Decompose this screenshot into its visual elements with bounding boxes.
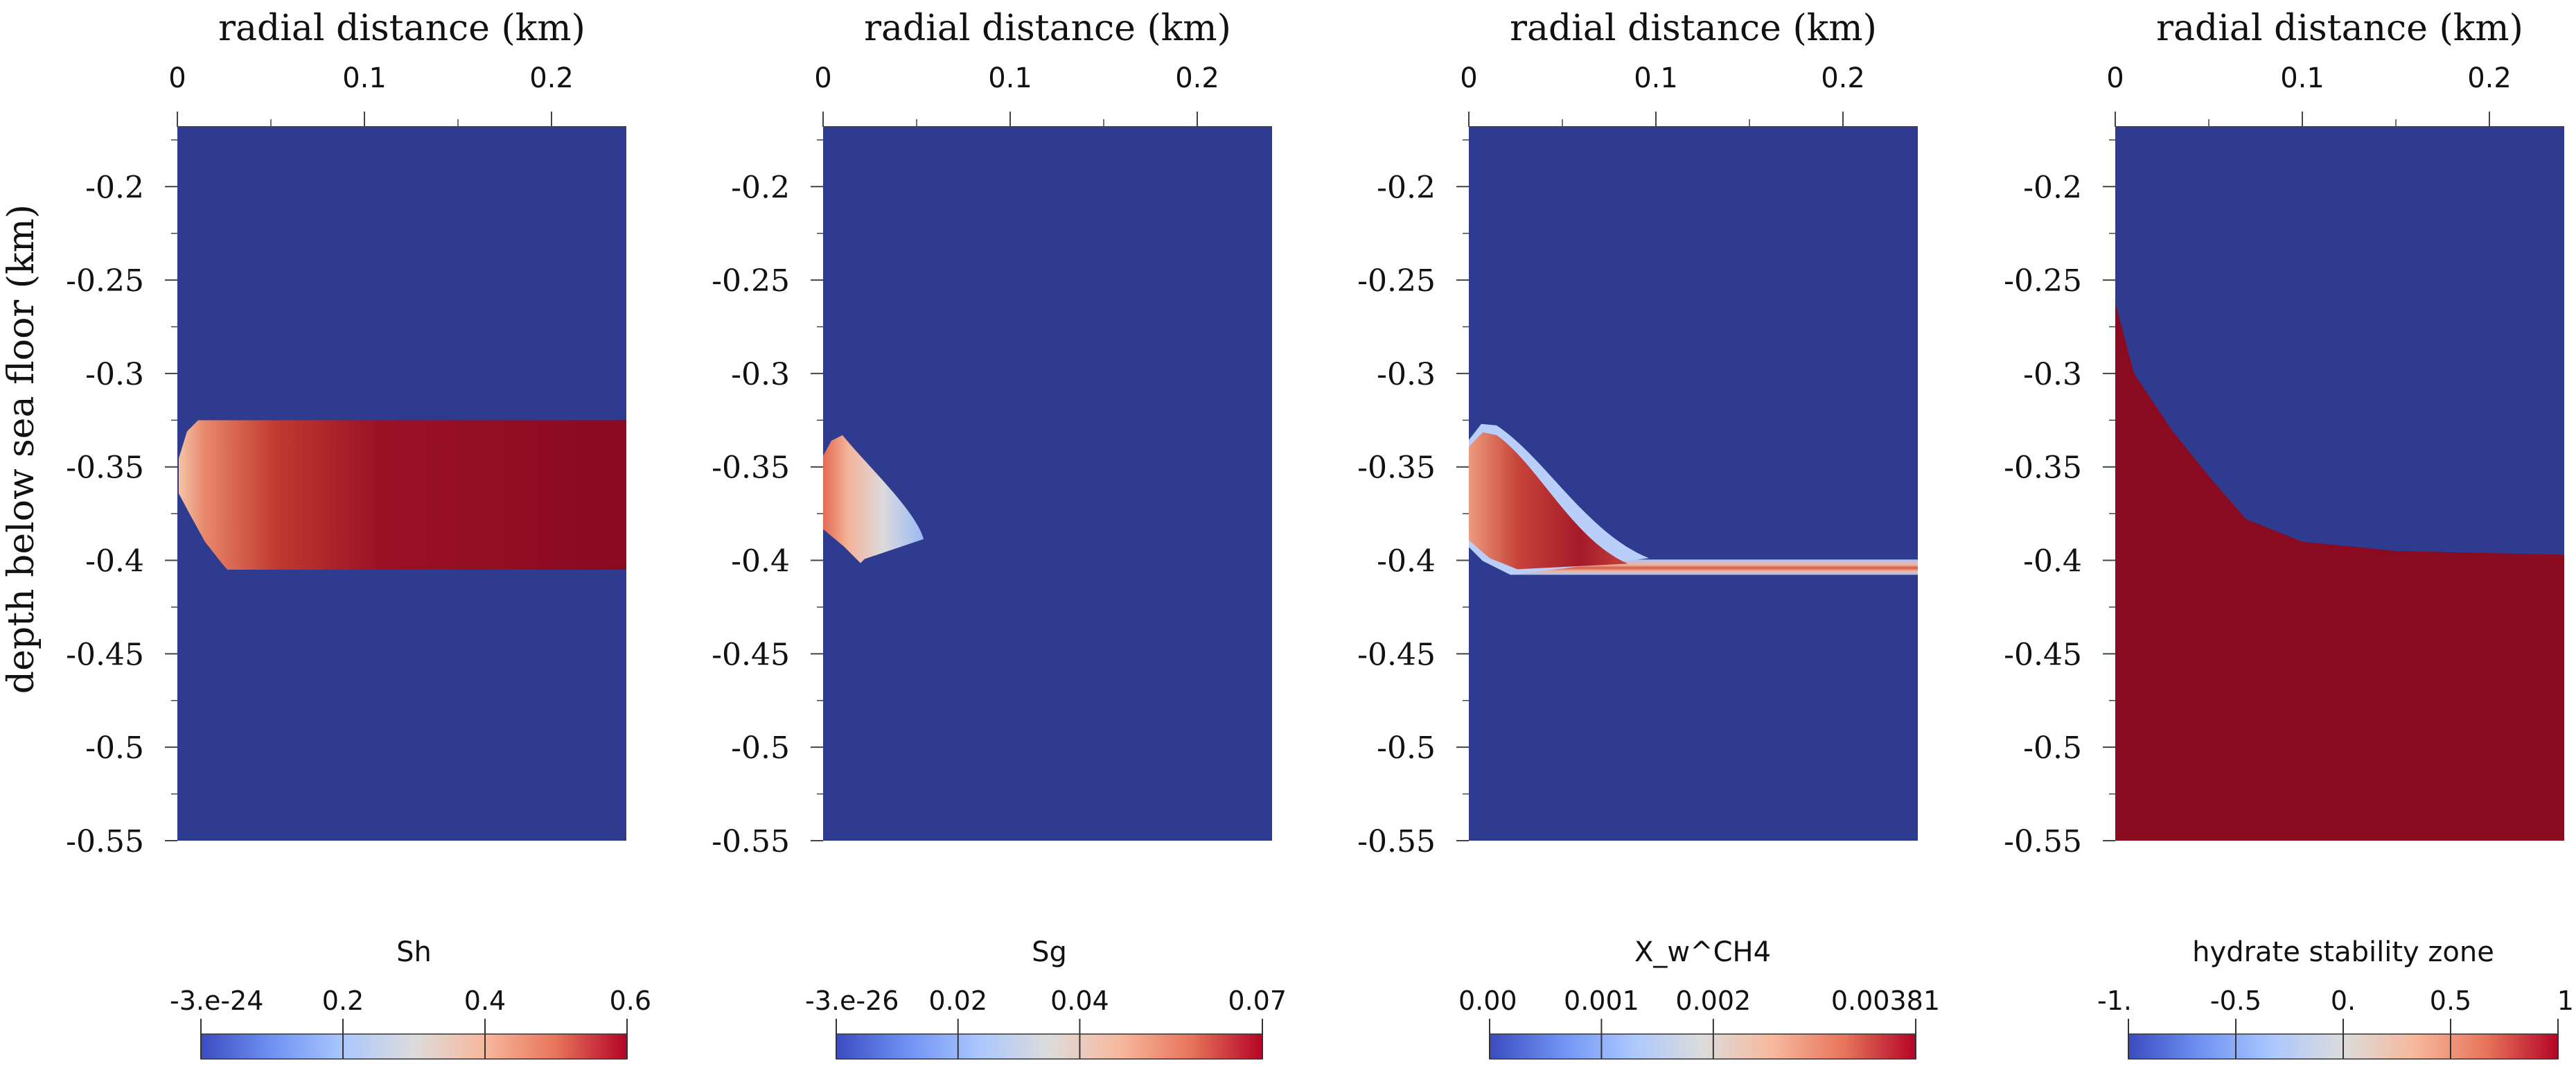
- colorbar-gradient: [1489, 1033, 1916, 1060]
- panels: 0 0.1 0.2 radial distance (km) -0.2 -0.25 -0.3…: [66, 8, 2576, 1060]
- y-tick-label: -0.2: [85, 170, 144, 205]
- y-axis-label: depth below sea floor (km): [1, 204, 42, 694]
- y-tick-label: -0.25: [1357, 263, 1436, 299]
- x-tick-label: 0.2: [2467, 62, 2512, 94]
- y-tick-label: -0.5: [2023, 730, 2082, 766]
- x-tick-label: 0.1: [2280, 62, 2324, 94]
- colorbar-tick-label: 0.07: [1228, 986, 1287, 1016]
- y-tick-label: -0.55: [1357, 824, 1436, 859]
- colorbar-tick-label: 0.04: [1050, 986, 1109, 1016]
- y-tick-label: -0.35: [66, 450, 144, 486]
- y-tick-label: -0.45: [1357, 637, 1436, 672]
- methane-plume: [1469, 432, 1628, 570]
- colorbar-tick-label: 0.02: [928, 986, 987, 1016]
- x-tick-label: 0: [2106, 62, 2124, 94]
- colorbar-gradient: [836, 1033, 1263, 1060]
- y-tick-label: -0.45: [712, 637, 790, 672]
- colorbar-tick-label: -1.: [2097, 986, 2132, 1016]
- y-tick-label: -0.25: [2004, 263, 2082, 299]
- colorbar-title: hydrate stability zone: [2192, 936, 2494, 968]
- hydrate-layer: [179, 420, 626, 570]
- stability-zone: [2115, 302, 2564, 841]
- x-tick-label: 0: [168, 62, 186, 94]
- y-tick-label: -0.25: [712, 263, 790, 299]
- x-axis-label: radial distance (km): [864, 8, 1231, 49]
- colorbar-tick-label: 0.00: [1458, 986, 1517, 1016]
- y-tick-label: -0.2: [1377, 170, 1436, 205]
- gas-plume: [823, 435, 924, 563]
- colorbar-gradient: [200, 1033, 628, 1060]
- y-tick-label: -0.3: [85, 357, 144, 392]
- colorbar-tick-label: 0.00381: [1831, 986, 1940, 1016]
- y-tick-label: -0.35: [2004, 450, 2082, 486]
- y-tick-label: -0.4: [1377, 544, 1436, 579]
- x-tick-label: 0.1: [988, 62, 1032, 94]
- y-tick-label: -0.35: [712, 450, 790, 486]
- y-tick-label: -0.2: [2023, 170, 2082, 205]
- colorbar-tick-label: 0.6: [610, 986, 651, 1016]
- y-tick-label: -0.25: [66, 263, 144, 299]
- y-tick-label: -0.45: [2004, 637, 2082, 672]
- x-tick-label: 0.1: [1634, 62, 1678, 94]
- colorbar-tick-label: 0.4: [464, 986, 506, 1016]
- colorbar: -3.e-24 0.2 0.4 0.6 Sh: [170, 936, 651, 1060]
- colorbar-tick-label: 0.002: [1675, 986, 1751, 1016]
- x-tick-label: 0: [1460, 62, 1477, 94]
- x-axis-label: radial distance (km): [1510, 8, 1877, 49]
- y-tick-label: -0.4: [731, 544, 790, 579]
- y-tick-label: -0.4: [2023, 544, 2082, 579]
- y-tick-label: -0.3: [731, 357, 790, 392]
- colorbar-title: Sg: [1032, 936, 1067, 968]
- panel-1: 0 0.1 0.2 radial distance (km) -0.2 -0.25 -0.3…: [66, 8, 651, 1060]
- panel-4: 0 0.1 0.2 radial distance (km) -0.2 -0.25 -0.3…: [2004, 8, 2576, 1060]
- y-tick-label: -0.4: [85, 544, 144, 579]
- colorbar-tick-label: 0.: [2331, 986, 2356, 1016]
- colorbar: -1. -0.5 0. 0.5 1. hydrate stability zone: [2097, 936, 2576, 1060]
- y-tick-label: -0.3: [1377, 357, 1436, 392]
- y-tick-label: -0.5: [85, 730, 144, 766]
- y-tick-label: -0.3: [2023, 357, 2082, 392]
- y-tick-label: -0.55: [2004, 824, 2082, 859]
- colorbar-tick-label: -3.e-24: [170, 986, 263, 1016]
- y-tick-label: -0.5: [731, 730, 790, 766]
- x-axis-label: radial distance (km): [218, 8, 585, 49]
- colorbar-tick-label: -0.5: [2210, 986, 2261, 1016]
- y-tick-label: -0.2: [731, 170, 790, 205]
- y-tick-label: -0.55: [712, 824, 790, 859]
- colorbar: 0.00 0.001 0.002 0.00381 X_w^CH4: [1458, 936, 1940, 1060]
- x-tick-label: 0.2: [1821, 62, 1865, 94]
- y-tick-label: -0.5: [1377, 730, 1436, 766]
- colorbar-tick-label: 0.5: [2430, 986, 2471, 1016]
- colorbar-tick-label: 0.001: [1564, 986, 1639, 1016]
- x-tick-label: 0.2: [529, 62, 574, 94]
- colorbar-title: Sh: [396, 936, 432, 968]
- panel-2: 0 0.1 0.2 radial distance (km) -0.2 -0.25 -0.3…: [712, 8, 1287, 1060]
- colorbar-tick-label: 1.: [2557, 986, 2576, 1016]
- field-background: [823, 127, 1272, 841]
- x-axis-label: radial distance (km): [2156, 8, 2523, 49]
- colorbar-tick-label: -3.e-26: [805, 986, 899, 1016]
- colorbar-title: X_w^CH4: [1634, 936, 1771, 968]
- y-tick-label: -0.35: [1357, 450, 1436, 486]
- x-tick-label: 0.2: [1175, 62, 1219, 94]
- x-tick-label: 0: [814, 62, 831, 94]
- colorbar-tick-label: 0.2: [322, 986, 364, 1016]
- y-tick-label: -0.45: [66, 637, 144, 672]
- panel-3: 0 0.1 0.2 radial distance (km) -0.2 -0.25 -0.3…: [1357, 8, 1940, 1060]
- y-tick-label: -0.55: [66, 824, 144, 859]
- x-tick-label: 0.1: [342, 62, 387, 94]
- colorbar: -3.e-26 0.02 0.04 0.07 Sg: [805, 936, 1287, 1060]
